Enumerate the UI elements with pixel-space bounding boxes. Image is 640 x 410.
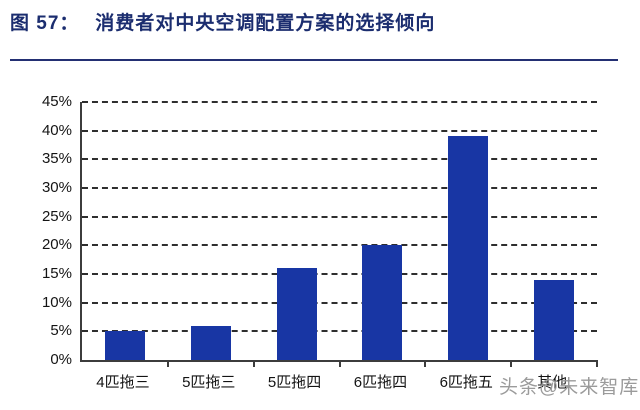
x-axis-tick xyxy=(510,360,513,367)
bar-5匹拖四 xyxy=(276,268,317,360)
y-axis-tick-label-10%: 10% xyxy=(41,293,72,311)
bar-5匹拖三 xyxy=(190,325,231,360)
bar-6匹拖四 xyxy=(362,245,403,360)
bar-4匹拖三 xyxy=(104,331,145,360)
figure-title: 图 57： 消费者对中央空调配置方案的选择倾向 xyxy=(10,8,435,35)
y-axis-tick-label-0%: 0% xyxy=(50,351,72,368)
gridline-5 xyxy=(82,330,597,333)
x-axis-category-label-6匹拖四: 6匹拖四 xyxy=(353,374,408,391)
gridline-20 xyxy=(82,244,597,247)
y-axis-tick-label-30%: 30% xyxy=(41,179,72,196)
y-axis-tick-label-20%: 20% xyxy=(41,236,72,254)
x-axis-tick xyxy=(166,360,169,367)
y-axis-tick-label-25%: 25% xyxy=(41,207,72,225)
gridline-40 xyxy=(82,129,597,132)
gridline-10 xyxy=(82,301,597,304)
x-axis-category-label-6匹拖五: 6匹拖五 xyxy=(439,374,493,391)
bar-其他 xyxy=(534,279,575,360)
x-axis-category-label-4匹拖三: 4匹拖三 xyxy=(96,374,150,391)
x-axis-tick xyxy=(424,360,427,367)
gridline-25 xyxy=(82,215,597,218)
x-axis-tick xyxy=(252,360,255,367)
x-axis-category-label-5匹拖四: 5匹拖四 xyxy=(267,374,322,391)
x-axis-tick xyxy=(338,360,341,367)
y-axis-tick-label-15%: 15% xyxy=(41,265,72,282)
gridline-45 xyxy=(82,101,597,103)
bar-6匹拖五 xyxy=(448,136,489,360)
gridline-35 xyxy=(82,158,597,161)
plot-area xyxy=(80,101,598,367)
watermark: 头条@未来智库 xyxy=(499,377,640,398)
y-axis-tick-label-45%: 45% xyxy=(41,93,72,110)
title-divider-line xyxy=(10,59,618,61)
y-axis-tick-label-5%: 5% xyxy=(50,322,72,340)
x-axis-category-label-其他: 其他 xyxy=(537,374,568,391)
y-axis-tick-label-40%: 40% xyxy=(41,121,72,139)
gridline-30 xyxy=(82,187,597,189)
figure-title-text: 消费者对中央空调配置方案的选择倾向 xyxy=(95,13,436,34)
gridline-15 xyxy=(82,273,597,275)
y-axis-tick-label-35%: 35% xyxy=(41,150,72,168)
x-axis-category-label-5匹拖三: 5匹拖三 xyxy=(182,374,236,391)
x-axis-tick xyxy=(596,360,598,367)
figure-number: 图 57： xyxy=(10,13,80,34)
